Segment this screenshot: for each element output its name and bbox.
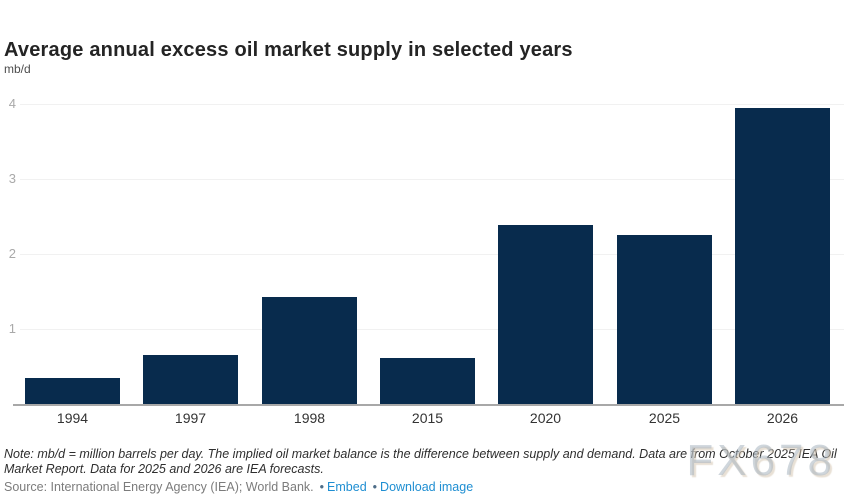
- x-axis-line: [13, 404, 844, 406]
- gridline-1: [20, 329, 844, 330]
- source-text: Source: International Energy Agency (IEA…: [4, 480, 314, 494]
- bar-2025: [617, 235, 712, 404]
- x-axis-tick-label-1994: 1994: [56, 410, 89, 426]
- footnote: Note: mb/d = million barrels per day. Th…: [4, 447, 837, 476]
- bar-1998: [262, 297, 357, 404]
- bullet-separator: •: [319, 480, 325, 494]
- x-axis-tick-label-2025: 2025: [648, 410, 681, 426]
- bar-2020: [498, 225, 593, 404]
- bullet-separator: •: [372, 480, 378, 494]
- gridline-2: [20, 254, 844, 255]
- bar-1994: [25, 378, 120, 404]
- embed-link[interactable]: Embed: [327, 480, 367, 494]
- x-axis-tick-label-2020: 2020: [529, 410, 562, 426]
- source-row: Source: International Energy Agency (IEA…: [4, 480, 473, 494]
- y-axis-tick-label-2: 2: [8, 246, 16, 261]
- gridline-4: [20, 104, 844, 105]
- y-axis-tick-label-4: 4: [8, 96, 16, 111]
- x-axis-tick-label-1997: 1997: [174, 410, 207, 426]
- x-axis-tick-label-1998: 1998: [293, 410, 326, 426]
- bar-2015: [380, 358, 475, 404]
- x-axis-tick-label-2026: 2026: [766, 410, 799, 426]
- y-axis-tick-label-3: 3: [8, 171, 16, 186]
- bar-2026: [735, 108, 830, 404]
- chart-title: Average annual excess oil market supply …: [4, 39, 573, 62]
- gridline-3: [20, 179, 844, 180]
- download-image-link[interactable]: Download image: [380, 480, 474, 494]
- x-axis-tick-label-2015: 2015: [411, 410, 444, 426]
- y-axis-units-label: mb/d: [4, 62, 31, 76]
- y-axis-tick-label-1: 1: [8, 321, 16, 336]
- bar-1997: [143, 355, 238, 404]
